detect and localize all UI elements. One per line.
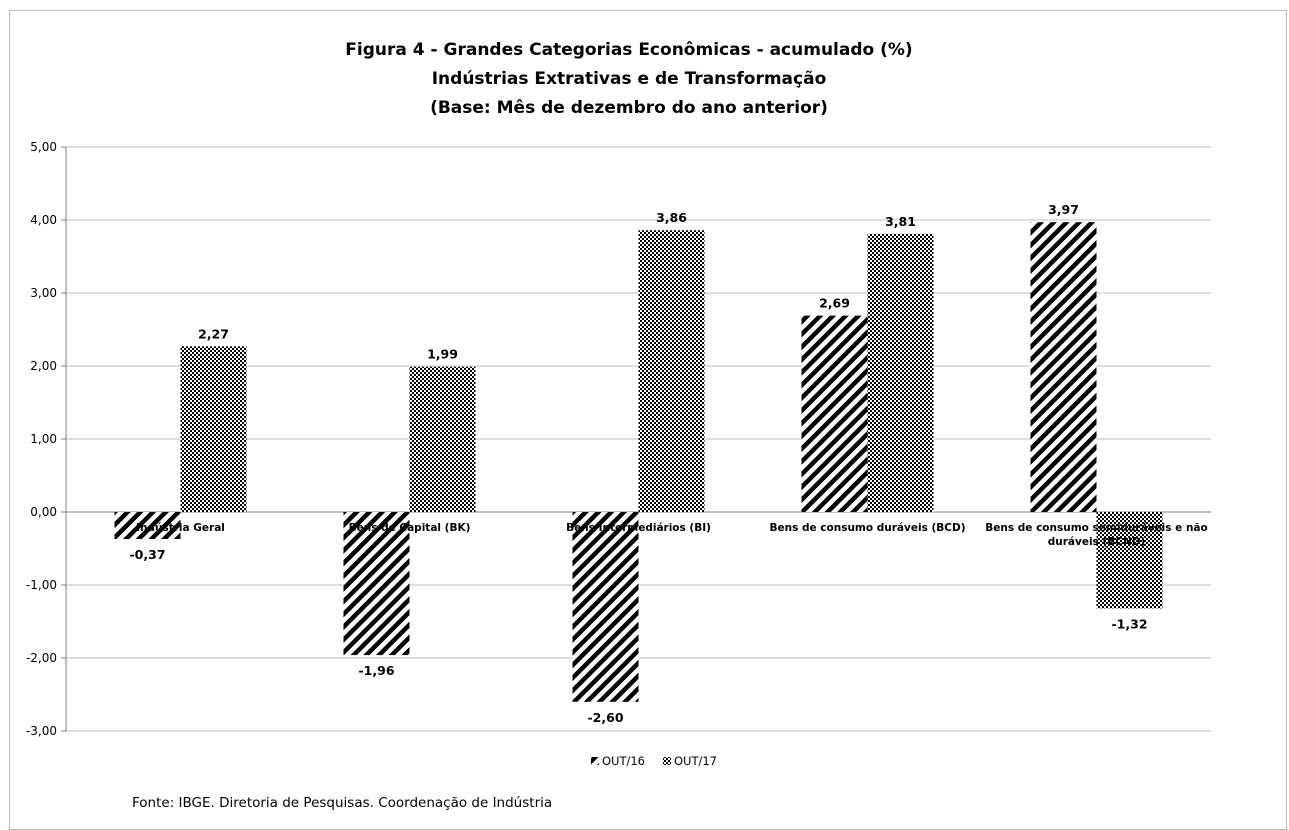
bar-out-16: [114, 512, 181, 540]
legend-label: OUT/16: [602, 754, 645, 768]
data-label: -0,37: [129, 547, 165, 562]
gridlines: [66, 146, 1211, 732]
y-tick-label: 1,00: [30, 432, 57, 446]
chart-title-line-1: Figura 4 - Grandes Categorias Econômicas…: [345, 40, 912, 60]
bar-out-16: [343, 512, 410, 656]
category-label: Bens de consumo duráveis (BCD): [770, 522, 966, 534]
category-label: Bens Intermediários (BI): [566, 522, 711, 534]
y-tick-label: -2,00: [26, 651, 57, 665]
bar-out-17: [867, 233, 934, 512]
y-tick-label: -3,00: [26, 724, 57, 738]
bar-out-17: [409, 366, 476, 512]
bar-chart: Figura 4 - Grandes Categorias Econômicas…: [26, 40, 1211, 768]
data-label: 1,99: [427, 347, 458, 362]
source-note: Fonte: IBGE. Diretoria de Pesquisas. Coo…: [132, 795, 553, 811]
legend-swatch-out-16: [591, 757, 599, 765]
legend: OUT/16 OUT/17: [591, 754, 717, 768]
y-axis: 5,00 4,00 3,00 2,00 1,00 0,00 -1,00 -2,00 -3,00: [26, 140, 67, 738]
data-label: -1,32: [1111, 616, 1147, 631]
data-label: -2,60: [587, 710, 623, 725]
bar-out-16: [801, 315, 868, 512]
bar-out-17: [1096, 512, 1163, 609]
bar-out-16: [572, 512, 639, 702]
category-label: Bens de consumo semiduráveis e não duráve…: [985, 522, 1207, 548]
data-label: 3,81: [885, 214, 916, 229]
y-tick-label: 5,00: [30, 140, 57, 154]
data-label: -1,96: [358, 663, 394, 678]
data-label: 2,27: [198, 326, 229, 341]
legend-label: OUT/17: [674, 754, 717, 768]
y-tick-label: 4,00: [30, 213, 57, 227]
legend-swatch-out-17: [663, 757, 671, 765]
data-labels: -0,37 -1,96 -2,60 2,69 3,97 2,27 1,99 3,86 3,81 -…: [129, 202, 1147, 725]
chart-title: Figura 4 - Grandes Categorias Econômicas…: [345, 40, 912, 118]
y-tick-label: -1,00: [26, 578, 57, 592]
category-label: Indústria Geral: [136, 522, 225, 534]
y-tick-label: 0,00: [30, 505, 57, 519]
data-label: 2,69: [819, 296, 850, 311]
data-label: 3,97: [1048, 202, 1079, 217]
bar-out-17: [638, 230, 705, 512]
chart-title-line-2: Indústrias Extrativas e de Transformação: [432, 69, 827, 89]
bar-out-17: [180, 346, 247, 512]
category-labels: Indústria Geral Bens de Capital (BK) Bens …: [136, 522, 1208, 548]
data-label: 3,86: [656, 210, 687, 225]
y-tick-label: 2,00: [30, 359, 57, 373]
y-tick-label: 3,00: [30, 286, 57, 300]
category-label: Bens de Capital (BK): [349, 522, 471, 534]
bar-out-16: [1030, 222, 1097, 512]
chart-title-line-3: (Base: Mês de dezembro do ano anterior): [430, 98, 828, 118]
bars: [114, 222, 1163, 702]
